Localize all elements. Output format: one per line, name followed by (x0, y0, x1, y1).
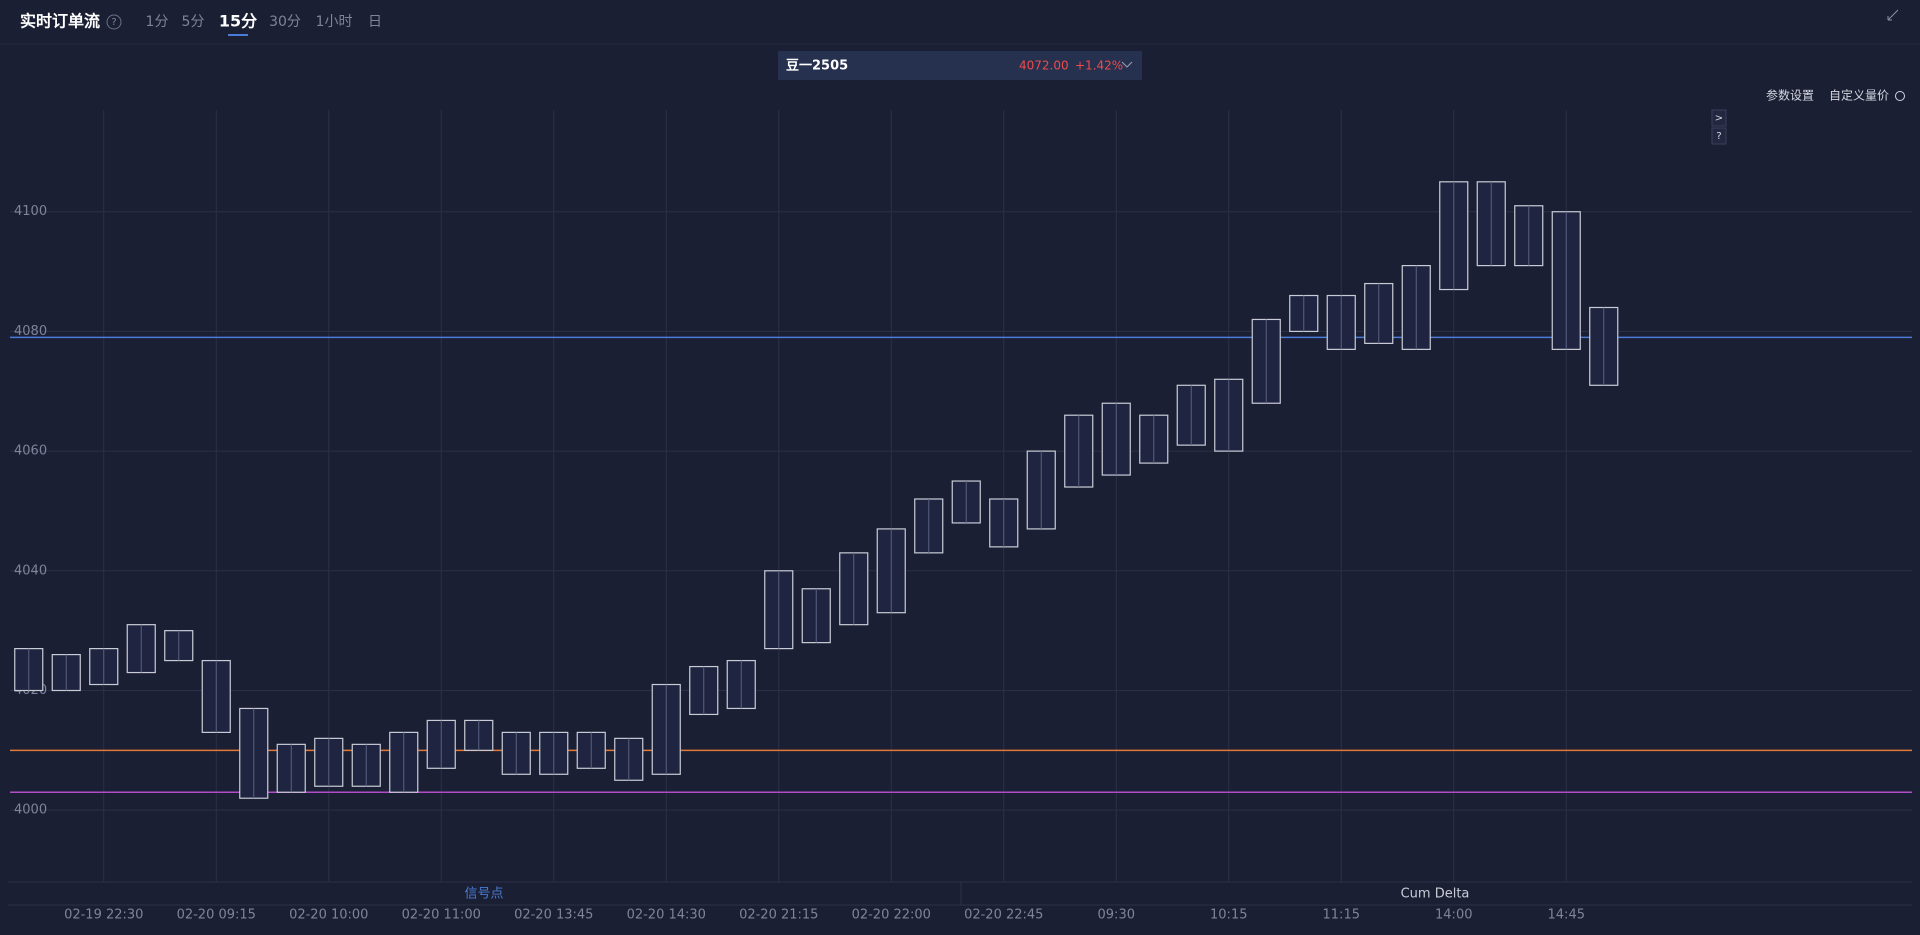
x-tick-label: 02-20 22:00 (852, 908, 931, 923)
x-tick-label: 02-20 21:15 (739, 908, 818, 923)
x-tick-label: 10:15 (1210, 908, 1247, 923)
x-tick-label: 14:00 (1435, 908, 1472, 923)
help-glyph: ? (1716, 131, 1721, 142)
x-tick-label: 02-19 22:30 (64, 908, 143, 923)
x-tick-label: 02-20 10:00 (289, 908, 368, 923)
help-button[interactable] (1711, 127, 1727, 145)
x-tick-label: 11:15 (1323, 908, 1360, 923)
help-icon[interactable] (106, 14, 122, 30)
interval-tab[interactable]: 日 (368, 14, 382, 30)
x-tick-label: 02-20 09:15 (177, 908, 256, 923)
collapse-icon[interactable] (1887, 9, 1899, 21)
settings-button[interactable]: 参数设置 (1766, 88, 1814, 103)
y-tick-label: 4100 (14, 204, 47, 219)
y-tick-label: 4060 (14, 444, 47, 459)
interval-tab[interactable]: 5分 (182, 14, 205, 30)
y-tick-label: 4080 (14, 324, 47, 339)
interval-tab[interactable]: 1分 (146, 14, 169, 30)
y-tick-label: 4000 (14, 803, 47, 818)
x-tick-label: 14:45 (1548, 908, 1585, 923)
help-icon-mark: ? (111, 17, 116, 28)
x-tick-label: 09:30 (1098, 908, 1135, 923)
x-tick-label: 02-20 22:45 (964, 908, 1043, 923)
custom-button[interactable]: 自定义量价 (1829, 88, 1889, 103)
y-tick-label: 4040 (14, 563, 47, 578)
app-title: 实时订单流 (20, 12, 100, 31)
x-tick-label: 02-20 13:45 (514, 908, 593, 923)
expand-button[interactable] (1711, 109, 1727, 127)
symbol-name: 豆一2505 (786, 59, 848, 74)
expand-glyph: > (1715, 113, 1723, 124)
x-tick-label: 02-20 14:30 (627, 908, 706, 923)
interval-tab[interactable]: 30分 (269, 14, 301, 30)
x-tick-label: 02-20 11:00 (402, 908, 481, 923)
interval-tab[interactable]: 15分 (219, 12, 257, 31)
symbol-selector[interactable] (778, 51, 1142, 80)
symbol-price: 4072.00 (1019, 59, 1069, 73)
interval-tab[interactable]: 1小时 (316, 14, 353, 30)
panel-signal[interactable]: 信号点 (464, 887, 503, 902)
symbol-change: +1.42% (1075, 59, 1123, 73)
panel-cum-delta[interactable]: Cum Delta (1401, 887, 1470, 902)
interval-underline (228, 34, 248, 36)
custom-icon (1895, 91, 1905, 101)
dropdown-chevron (1121, 61, 1133, 68)
